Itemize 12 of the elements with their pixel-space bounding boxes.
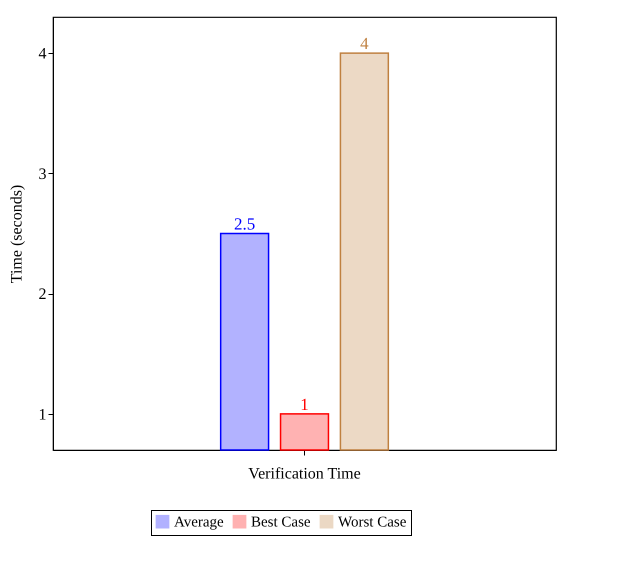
x-tick-label: Verification Time: [248, 466, 361, 482]
legend-label: Worst Case: [338, 514, 407, 531]
legend-label: Average: [174, 514, 224, 531]
y-tick-label: 4: [38, 46, 46, 63]
legend-label: Best Case: [251, 514, 311, 531]
data-label: 1: [300, 394, 309, 414]
data-label: 4: [360, 34, 370, 54]
y-tick-label: 2: [38, 286, 46, 304]
y-tick-label: 3: [38, 166, 46, 183]
y-tick-label: 1: [38, 406, 46, 424]
y-axis-title: Time (seconds): [8, 184, 26, 284]
data-label: 2.5: [234, 214, 256, 234]
